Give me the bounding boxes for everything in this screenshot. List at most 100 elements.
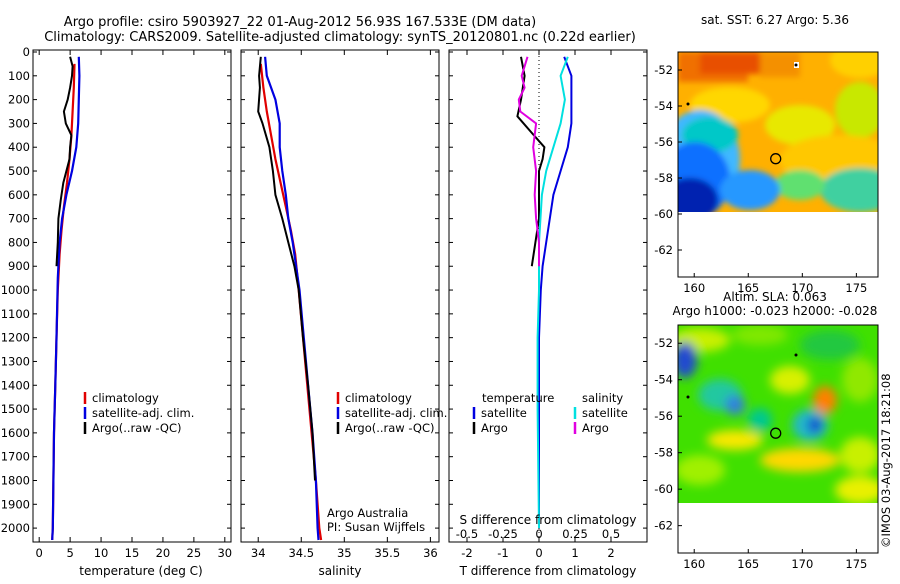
x-tick-label: 20 — [156, 546, 171, 560]
lon-tick-label: 175 — [845, 557, 867, 571]
depth-tick-label: 1500 — [1, 402, 30, 416]
x-tick-label: 34 — [251, 546, 266, 560]
s-tick-label: 0 — [535, 527, 542, 541]
depth-tick-label: 1600 — [1, 426, 30, 440]
depth-tick-label: 600 — [8, 188, 30, 202]
credit-line1: Argo Australia — [327, 506, 408, 520]
sla-map-dot — [794, 353, 798, 357]
legend-satellite-label: satellite-adj. clim. — [92, 406, 194, 420]
x-tick-label: 25 — [187, 546, 202, 560]
temperature-plot-frame — [32, 49, 232, 543]
figure-title-line1: Argo profile: csiro 5903927_22 01-Aug-20… — [64, 15, 536, 30]
difference-panel: -2 -1 0 1 2 -0.5 -0.25 0 0.25 0.5 T difference f… — [448, 49, 648, 578]
sst-map-dot-west — [686, 102, 690, 106]
depth-tick-label: 500 — [8, 164, 30, 178]
s-tick-label: 0.25 — [562, 527, 588, 541]
series-argo-raw-qc- — [55, 56, 74, 267]
x-tick-label: 0 — [535, 546, 542, 560]
depth-axis: 0 100 200 300 400 500 600 700 800 900 1000 1100 1200… — [1, 45, 231, 535]
sst-map-panel: sat. SST: 6.27 Argo: 5.36 — [654, 13, 879, 295]
series-satellite-adj-clim- — [264, 56, 320, 541]
x-tick-label: 2 — [607, 546, 614, 560]
depth-tick-label: 100 — [8, 69, 30, 83]
x-tick-label: 0 — [36, 546, 43, 560]
t-difference-axis: -2 -1 0 1 2 — [461, 50, 615, 560]
sst-map-frame — [677, 51, 879, 278]
sla-heatmap — [678, 325, 878, 503]
depth-tick-label: 1900 — [1, 497, 30, 511]
difference-legend: temperature salinity satellite Argo sate… — [472, 391, 628, 435]
depth-tick-label: 0 — [23, 45, 30, 59]
depth-tick-label: 1800 — [1, 473, 30, 487]
sst-map-no-data — [678, 212, 878, 277]
lon-tick-label: 165 — [737, 281, 759, 295]
legend2-climatology-label: climatology — [345, 391, 412, 405]
s-difference-axis-label: S difference from climatology — [460, 513, 637, 527]
t-difference-axis-label: T difference from climatology — [459, 564, 637, 578]
s-tick-label: 0.5 — [602, 527, 620, 541]
x-tick-label: 10 — [94, 546, 109, 560]
depth-tick-label: 1300 — [1, 354, 30, 368]
s-tick-label: -0.25 — [488, 527, 518, 541]
series-salinity-satellite — [536, 56, 569, 529]
sla-argo-location-marker — [770, 427, 782, 439]
x-tick-label: 35 — [337, 546, 352, 560]
salinity-axis: 34 34.5 35 35.5 36 — [251, 50, 438, 560]
salinity-plot-frame — [240, 49, 440, 543]
depth-tick-label: 1700 — [1, 450, 30, 464]
sla-map-no-data — [678, 503, 878, 553]
x-tick-label: 35.5 — [375, 546, 401, 560]
depth-tick-label: 900 — [8, 259, 30, 273]
sla-map-subtitle: Argo h1000: -0.023 h2000: -0.028 — [673, 304, 878, 318]
sla-map-frame — [677, 324, 879, 554]
legend3-t-satellite-label: satellite — [481, 406, 527, 420]
x-tick-label: 36 — [423, 546, 438, 560]
x-tick-label: 1 — [571, 546, 578, 560]
depth-tick-label: 1200 — [1, 331, 30, 345]
legend-argo-label: Argo(..raw -QC) — [92, 421, 182, 435]
sst-longitude-axis: 160 165 170 175 — [683, 273, 867, 295]
sla-map-title: Altim. SLA: 0.063 — [723, 290, 827, 304]
x-tick-label: 5 — [66, 546, 73, 560]
legend3-t-argo-label: Argo — [481, 421, 508, 435]
imos-watermark: ©IMOS 03-Aug-2017 18:21:08 — [879, 373, 893, 548]
sla-map-dot-west — [686, 395, 690, 399]
salinity-series — [257, 56, 323, 541]
sst-latitude-axis: -52 -54 -56 -58 -60 -62 — [654, 63, 682, 257]
sst-map-dot — [794, 63, 798, 67]
temperature-axis-label: temperature (deg C) — [79, 564, 202, 578]
depth-tick-label: 1100 — [1, 307, 30, 321]
series-temperature-satellite — [538, 56, 573, 529]
lat-tick-label: -56 — [654, 135, 673, 149]
series-satellite-adj-clim- — [51, 56, 81, 541]
sla-longitude-axis: 160 165 170 175 — [683, 549, 867, 571]
depth-tick-label: 300 — [8, 116, 30, 130]
depth-tick-label: 800 — [8, 235, 30, 249]
depth-tick-label: 400 — [8, 140, 30, 154]
lat-tick-label: -52 — [654, 63, 673, 77]
lon-tick-label: 175 — [845, 281, 867, 295]
x-tick-label: -1 — [497, 546, 508, 560]
x-tick-label: 15 — [125, 546, 140, 560]
series-climatology — [259, 63, 323, 541]
sla-map-panel: Altim. SLA: 0.063 Argo h1000: -0.023 h20… — [654, 290, 879, 571]
sla-latitude-axis: -52 -54 -56 -58 -60 -62 — [654, 336, 682, 533]
salinity-legend: climatology satellite-adj. clim. Argo(..… — [336, 391, 447, 435]
lon-tick-label: 160 — [683, 281, 705, 295]
lon-tick-label: 170 — [791, 557, 813, 571]
salinity-depth-ticks — [241, 51, 439, 529]
lat-tick-label: -60 — [654, 482, 673, 496]
temperature-series — [51, 56, 81, 541]
lat-tick-label: -58 — [654, 446, 673, 460]
legend3-s-argo-label: Argo — [582, 421, 609, 435]
depth-tick-label: 1400 — [1, 378, 30, 392]
temperature-axis: 0 5 10 15 20 25 30 — [36, 50, 232, 560]
lat-tick-label: -54 — [654, 373, 673, 387]
difference-plot-frame — [448, 49, 648, 543]
x-tick-label: -2 — [461, 546, 472, 560]
salinity-panel: 34 34.5 35 35.5 36 salinity climatology sate… — [240, 49, 447, 578]
s-tick-label: -0.5 — [456, 527, 478, 541]
depth-tick-label: 2000 — [1, 521, 30, 535]
lat-tick-label: -62 — [654, 243, 673, 257]
